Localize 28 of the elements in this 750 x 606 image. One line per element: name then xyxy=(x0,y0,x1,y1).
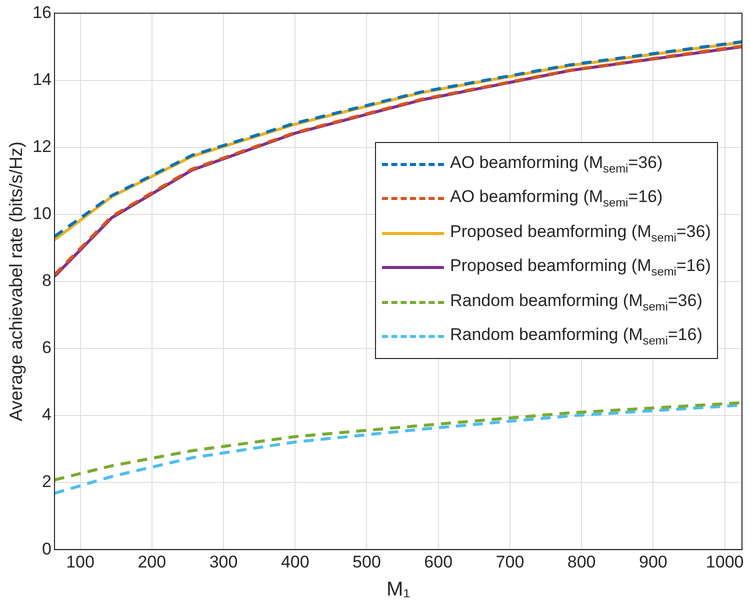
x-tick-label: 800 xyxy=(567,552,596,572)
legend-label: Random beamforming (M$_{semi}$=36) xyxy=(450,290,702,314)
x-axis-title: M₁ xyxy=(386,578,410,601)
x-tick-label: 500 xyxy=(352,552,381,572)
legend-label: AO beamforming (M$_{semi}$=36) xyxy=(450,152,663,176)
legend-label: Proposed beamforming (M$_{semi}$=36) xyxy=(450,222,711,244)
x-tick-label: 600 xyxy=(424,552,453,572)
y-tick-label: 2 xyxy=(42,472,52,492)
y-tick-label: 16 xyxy=(32,2,52,22)
x-tick-label: 400 xyxy=(280,552,310,572)
x-tick-label: 1000 xyxy=(706,552,744,572)
x-tick-label: 300 xyxy=(209,552,238,572)
y-tick-label: 0 xyxy=(42,539,52,558)
legend-label: Random beamforming (M$_{semi}$=16) xyxy=(450,325,702,348)
y-tick-label: 6 xyxy=(42,338,52,358)
x-tick-label: 900 xyxy=(639,552,668,572)
y-axis-title: Average achievabel rate (bits/s/Hz) xyxy=(6,141,26,422)
y-tick-label: 14 xyxy=(32,70,52,89)
legend-label: Proposed beamforming (M$_{semi}$=16) xyxy=(450,256,711,279)
x-tick-label: 700 xyxy=(496,552,524,572)
y-tick-label: 12 xyxy=(32,136,52,156)
line-series xyxy=(54,401,742,482)
legend-label: AO beamforming (M$_{semi}$=16) xyxy=(450,187,663,210)
x-tick-label: 100 xyxy=(66,552,94,572)
y-tick-label: 10 xyxy=(32,204,52,224)
y-tick-label: 8 xyxy=(42,271,52,290)
y-tick-label: 4 xyxy=(42,405,52,424)
x-tick-label: 200 xyxy=(138,552,166,572)
